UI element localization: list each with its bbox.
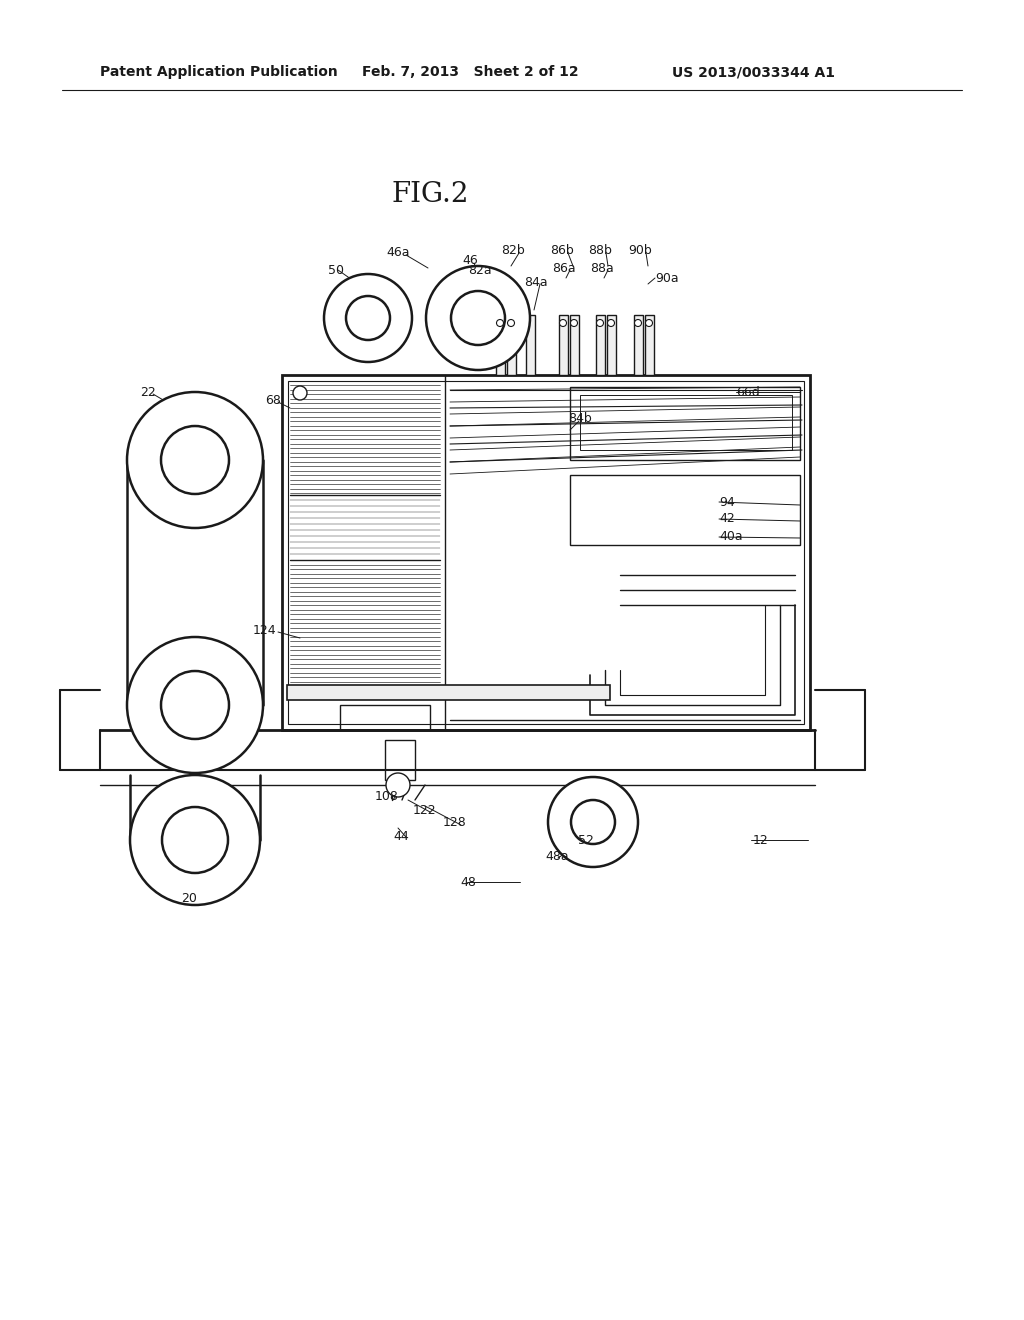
Text: 50: 50 bbox=[328, 264, 344, 276]
Circle shape bbox=[161, 426, 229, 494]
Bar bbox=[570, 315, 579, 375]
Bar bbox=[607, 315, 616, 375]
Text: 122: 122 bbox=[413, 804, 436, 817]
Text: 66d: 66d bbox=[736, 385, 760, 399]
Circle shape bbox=[127, 392, 263, 528]
Circle shape bbox=[635, 319, 641, 326]
Circle shape bbox=[548, 777, 638, 867]
Bar bbox=[645, 315, 654, 375]
Bar bbox=[282, 375, 810, 730]
Circle shape bbox=[127, 638, 263, 774]
Text: 84b: 84b bbox=[568, 412, 592, 425]
Text: 48: 48 bbox=[460, 875, 476, 888]
Circle shape bbox=[346, 296, 390, 341]
Circle shape bbox=[607, 319, 614, 326]
Text: Feb. 7, 2013   Sheet 2 of 12: Feb. 7, 2013 Sheet 2 of 12 bbox=[362, 65, 579, 79]
Bar bbox=[340, 705, 430, 730]
Circle shape bbox=[293, 385, 307, 400]
Circle shape bbox=[508, 319, 514, 326]
Text: 94: 94 bbox=[719, 495, 735, 508]
Text: US 2013/0033344 A1: US 2013/0033344 A1 bbox=[672, 65, 835, 79]
Text: 22: 22 bbox=[140, 387, 156, 400]
Bar bbox=[507, 315, 516, 375]
Text: 12: 12 bbox=[753, 833, 769, 846]
Text: 52: 52 bbox=[578, 833, 594, 846]
Circle shape bbox=[597, 319, 603, 326]
Text: 86b: 86b bbox=[550, 243, 573, 256]
Text: 128: 128 bbox=[443, 817, 467, 829]
Bar bbox=[596, 315, 605, 375]
Circle shape bbox=[645, 319, 652, 326]
Text: 90a: 90a bbox=[655, 272, 679, 285]
Circle shape bbox=[451, 290, 505, 345]
Circle shape bbox=[570, 319, 578, 326]
Text: 46: 46 bbox=[462, 253, 478, 267]
Bar bbox=[287, 685, 610, 700]
Text: 40a: 40a bbox=[719, 531, 742, 544]
Text: 48a: 48a bbox=[545, 850, 568, 863]
Text: 20: 20 bbox=[181, 892, 197, 906]
Text: FIG.2: FIG.2 bbox=[391, 181, 469, 209]
Circle shape bbox=[161, 671, 229, 739]
Text: 86a: 86a bbox=[552, 261, 575, 275]
Text: 88b: 88b bbox=[588, 243, 612, 256]
Text: 90b: 90b bbox=[628, 243, 651, 256]
Bar bbox=[580, 395, 792, 450]
Circle shape bbox=[324, 275, 412, 362]
Bar bbox=[570, 475, 800, 545]
Circle shape bbox=[559, 319, 566, 326]
Text: 42: 42 bbox=[719, 512, 735, 525]
Bar bbox=[559, 315, 568, 375]
Text: 124: 124 bbox=[253, 624, 276, 638]
Text: 82b: 82b bbox=[501, 243, 524, 256]
Text: 88a: 88a bbox=[590, 261, 613, 275]
Text: 46a: 46a bbox=[386, 246, 410, 259]
Text: 82a: 82a bbox=[468, 264, 492, 276]
Text: Patent Application Publication: Patent Application Publication bbox=[100, 65, 338, 79]
Circle shape bbox=[571, 800, 615, 843]
Text: 84a: 84a bbox=[524, 276, 548, 289]
Circle shape bbox=[162, 807, 228, 873]
Text: 108: 108 bbox=[375, 791, 399, 804]
Bar bbox=[526, 315, 535, 375]
Bar bbox=[634, 315, 643, 375]
Circle shape bbox=[497, 319, 504, 326]
Circle shape bbox=[386, 774, 410, 797]
Text: 68: 68 bbox=[265, 393, 281, 407]
Bar bbox=[496, 315, 505, 375]
Bar bbox=[570, 387, 800, 459]
Circle shape bbox=[426, 267, 530, 370]
Bar bbox=[288, 381, 804, 723]
Circle shape bbox=[130, 775, 260, 906]
Text: 44: 44 bbox=[393, 829, 409, 842]
Bar bbox=[385, 741, 415, 780]
